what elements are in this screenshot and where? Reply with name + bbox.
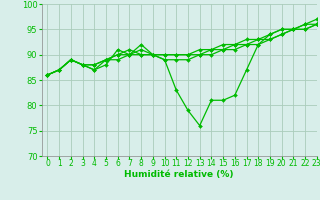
X-axis label: Humidité relative (%): Humidité relative (%): [124, 170, 234, 179]
